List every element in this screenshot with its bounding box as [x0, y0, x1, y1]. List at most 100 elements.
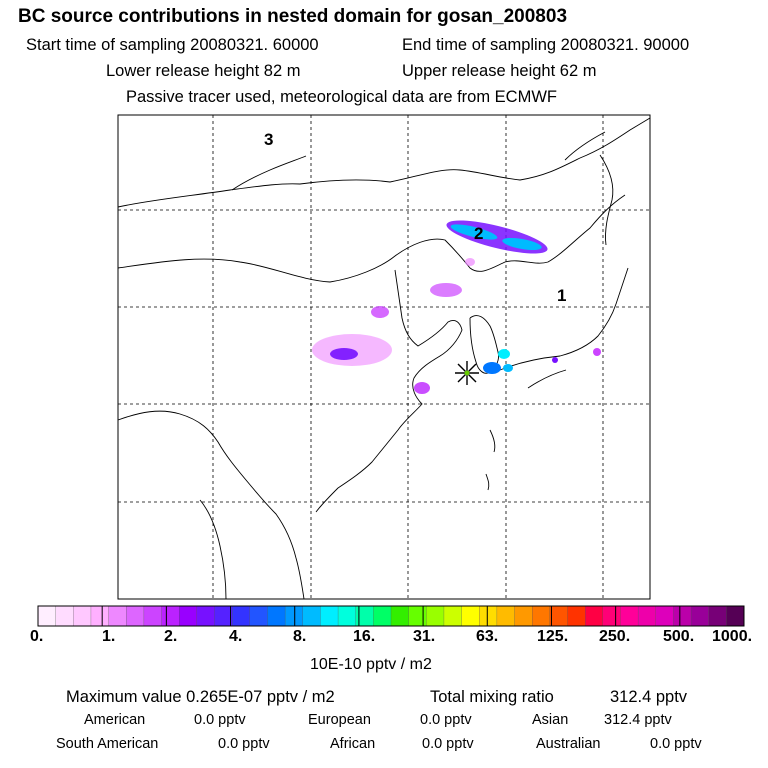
colorbar-swatch — [90, 605, 110, 627]
plume-area — [498, 349, 510, 359]
sakhalin-coast — [599, 154, 614, 246]
colorbar-swatch — [214, 605, 233, 627]
colorbar-swatch — [567, 605, 586, 627]
region-label-3: 3 — [264, 130, 273, 149]
upper-release-height: Upper release height 62 m — [402, 62, 597, 80]
colorbar-swatch — [532, 605, 551, 627]
colorbar-unit: 10E-10 pptv / m2 — [310, 656, 432, 673]
colorbar-swatch — [585, 605, 604, 627]
colorbar-swatch — [390, 605, 410, 627]
taiwan-coast — [485, 429, 496, 491]
plume-area — [371, 306, 389, 318]
region-value-african: 0.0 pptv — [422, 736, 474, 752]
colorbar-swatch — [320, 605, 339, 627]
colorbar-tick-label: 4. — [229, 628, 243, 645]
plume-area — [503, 364, 513, 372]
colorbar-swatch — [602, 605, 621, 627]
colorbar-swatch — [73, 605, 92, 627]
tracer-note: Passive tracer used, meteorological data… — [126, 88, 557, 106]
north-coast — [564, 131, 606, 161]
colorbar-swatch — [726, 605, 745, 627]
colorbar-swatch — [426, 605, 445, 627]
region-name-european: European — [308, 712, 371, 728]
colorbar-frame — [37, 605, 745, 627]
indochina-coast — [199, 499, 227, 600]
colorbar-swatch — [637, 605, 657, 627]
colorbar-tick-label: 8. — [293, 628, 307, 645]
colorbar-swatch — [461, 605, 480, 627]
plume-area — [552, 357, 558, 363]
lower-release-height: Lower release height 82 m — [106, 62, 301, 80]
plume-area — [465, 258, 475, 266]
colorbar-swatch — [479, 605, 498, 627]
colorbar-tick-label: 1000. — [712, 628, 753, 645]
plume-area — [483, 362, 501, 374]
colorbar-swatch — [196, 605, 215, 627]
border-north — [117, 117, 651, 208]
colorbar-swatch — [126, 605, 145, 627]
region-value-south-american: 0.0 pptv — [218, 736, 270, 752]
colorbar-tick-label: 125. — [537, 628, 569, 645]
colorbar-tick-label: 500. — [663, 628, 695, 645]
colorbar-swatch — [408, 605, 427, 627]
colorbar-swatches — [37, 605, 745, 627]
indochina-border — [117, 410, 305, 600]
colorbar-swatch — [37, 605, 57, 627]
colorbar-swatch — [708, 605, 727, 627]
border-mongolia — [117, 194, 626, 283]
colorbar-swatch — [108, 605, 127, 627]
colorbar-swatch — [231, 605, 251, 627]
colorbar-tick-label: 63. — [476, 628, 499, 645]
plume-area — [593, 348, 601, 356]
colorbar-swatch — [161, 605, 180, 627]
plume-area — [430, 283, 462, 297]
colorbar-swatch — [55, 605, 74, 627]
colorbar-tick-label: 1. — [102, 628, 116, 645]
coastlines — [117, 117, 651, 600]
colorbar-tick-label: 16. — [353, 628, 376, 645]
colorbar-swatch — [620, 605, 639, 627]
region-name-australian: Australian — [536, 736, 601, 752]
total-mixing-ratio-value: 312.4 pptv — [610, 688, 688, 706]
colorbar-swatch — [267, 605, 286, 627]
region-value-asian: 312.4 pptv — [604, 712, 672, 728]
region-name-south-american: South American — [56, 736, 159, 752]
colorbar-swatch — [655, 605, 674, 627]
colorbar-swatch — [690, 605, 710, 627]
region-name-african: African — [330, 736, 376, 752]
colorbar-swatch — [355, 605, 374, 627]
start-time: Start time of sampling 20080321. 60000 — [26, 36, 319, 54]
region-value-american: 0.0 pptv — [194, 712, 246, 728]
plume-core — [502, 237, 542, 251]
plume-contributions — [312, 220, 601, 394]
colorbar-swatch — [673, 605, 692, 627]
colorbar-swatch — [337, 605, 357, 627]
colorbar-swatch — [514, 605, 533, 627]
plume-area — [330, 348, 358, 360]
plume-core — [450, 224, 498, 240]
region-value-european: 0.0 pptv — [420, 712, 472, 728]
chart-title: BC source contributions in nested domain… — [18, 6, 568, 27]
colorbar-tick-label: 250. — [599, 628, 631, 645]
colorbar-swatch — [284, 605, 304, 627]
total-mixing-ratio-label: Total mixing ratio — [430, 688, 554, 706]
region-label-1: 1 — [557, 286, 566, 305]
colorbar-swatch — [302, 605, 321, 627]
colorbar-tick-label: 31. — [413, 628, 436, 645]
colorbar-swatch — [373, 605, 392, 627]
japan-coast — [499, 267, 629, 389]
region-name-american: American — [84, 712, 146, 728]
region-label-2: 2 — [474, 224, 483, 243]
colorbar-tick-label: 2. — [164, 628, 178, 645]
receptor-star-icon — [455, 361, 479, 385]
colorbar-tick-label: 0. — [30, 628, 44, 645]
region-value-australian: 0.0 pptv — [650, 736, 702, 752]
colorbar-swatch — [143, 605, 162, 627]
colorbar-swatch — [549, 605, 568, 627]
lake-baikal — [231, 155, 307, 191]
colorbar-swatch — [496, 605, 515, 627]
region-name-asian: Asian — [532, 712, 569, 728]
plume-area — [414, 382, 430, 394]
